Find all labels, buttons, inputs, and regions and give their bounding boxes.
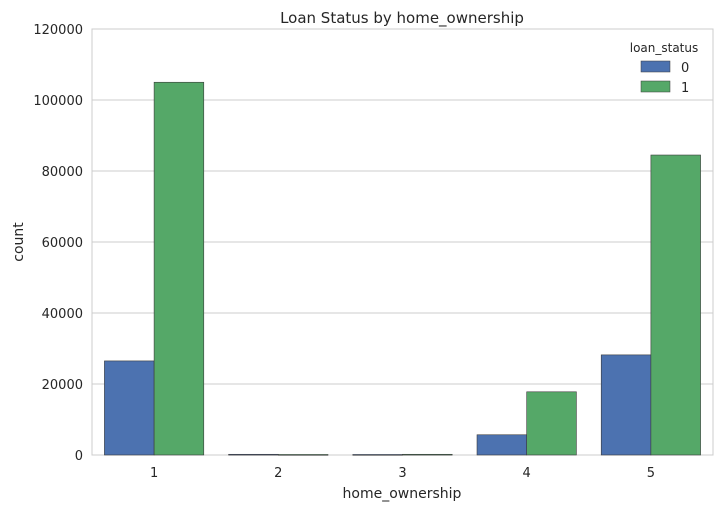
x-tick-label: 4 — [523, 466, 531, 481]
y-axis-label: count — [11, 222, 27, 262]
x-tick-labels: 1 2 3 4 5 — [150, 466, 655, 481]
y-tick-labels: 0 20000 40000 60000 80000 100000 120000 — [33, 23, 83, 464]
legend-swatch-0 — [640, 60, 671, 73]
legend-label-1: 1 — [681, 81, 689, 96]
y-tick-label: 60000 — [42, 236, 83, 251]
bar-2-series-0 — [228, 453, 279, 456]
y-tick-label: 0 — [75, 449, 83, 464]
y-tick-label: 100000 — [33, 94, 83, 109]
y-tick-label: 20000 — [42, 378, 83, 393]
bar-1-series-1 — [153, 81, 205, 456]
bar-4-series-1 — [526, 391, 577, 456]
legend-title: loan_status — [630, 41, 699, 55]
legend-label-0: 0 — [681, 61, 689, 76]
legend: loan_status 0 1 — [630, 41, 699, 96]
bar-5-series-1 — [650, 154, 701, 456]
x-axis-label: home_ownership — [343, 486, 462, 502]
bar-1-series-0 — [104, 360, 155, 456]
x-tick-label: 5 — [647, 466, 655, 481]
legend-swatch-1 — [640, 80, 671, 93]
chart-title: Loan Status by home_ownership — [280, 9, 524, 28]
bar-3-series-1 — [402, 453, 453, 456]
x-tick-label: 3 — [398, 466, 406, 481]
y-tick-label: 120000 — [33, 23, 83, 38]
bar-3-series-0 — [352, 454, 403, 456]
x-tick-label: 2 — [274, 466, 282, 481]
bar-5-series-0 — [600, 354, 652, 456]
bar-4-series-0 — [476, 434, 527, 456]
y-tick-label: 40000 — [42, 307, 83, 322]
y-tick-label: 80000 — [42, 165, 83, 180]
bar-2-series-1 — [277, 454, 329, 456]
x-tick-label: 1 — [150, 466, 158, 481]
bars — [104, 81, 701, 456]
